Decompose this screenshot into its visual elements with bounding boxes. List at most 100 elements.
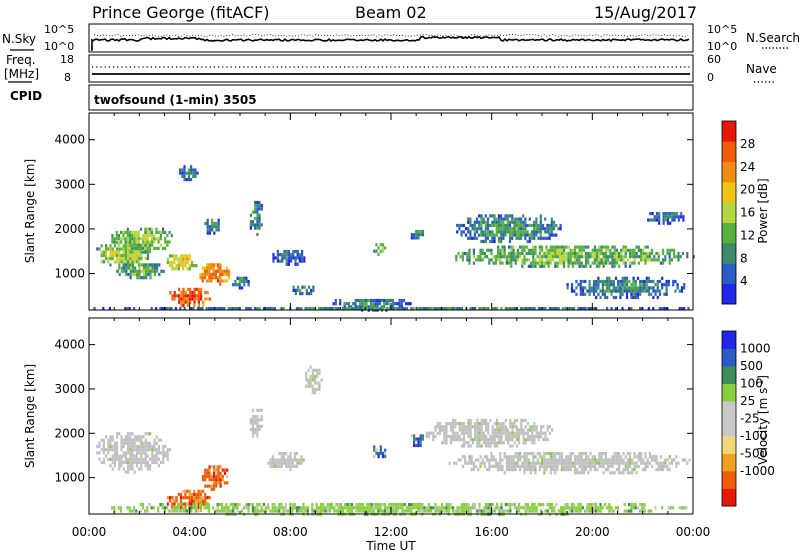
range-gate-cell — [385, 302, 388, 306]
range-gate-cell — [557, 509, 560, 513]
range-gate-cell — [651, 251, 654, 256]
range-gate-cell — [432, 431, 435, 435]
range-gate-cell — [487, 425, 490, 429]
range-gate-cell — [280, 503, 283, 507]
range-gate-cell — [194, 168, 197, 172]
range-gate-cell — [464, 227, 468, 231]
range-gate-cell — [658, 279, 662, 284]
range-gate-cell — [285, 464, 288, 468]
range-gate-cell — [640, 255, 643, 259]
range-gate-cell — [100, 438, 103, 442]
range-gate-cell — [189, 287, 192, 291]
range-gate-cell — [548, 223, 551, 228]
range-gate-cell — [476, 425, 479, 429]
range-gate-cell — [228, 276, 231, 280]
range-gate-cell — [592, 503, 595, 507]
range-gate-cell — [301, 259, 304, 263]
range-gate-cell — [624, 245, 627, 249]
range-gate-cell — [348, 506, 351, 510]
range-gate-cell — [204, 492, 207, 497]
range-gate-cell — [632, 276, 635, 280]
range-gate-cell — [626, 458, 629, 462]
range-gate-cell — [291, 509, 294, 513]
range-gate-cell — [592, 286, 596, 290]
range-gate-cell — [156, 263, 159, 267]
range-gate-cell — [405, 307, 408, 311]
range-gate-cell — [139, 509, 142, 513]
range-gate-cell — [657, 464, 660, 468]
range-gate-cell — [469, 223, 472, 228]
range-gate-cell — [135, 438, 138, 442]
range-gate-cell — [609, 261, 612, 265]
range-gate-cell — [485, 438, 488, 442]
range-gate-cell — [166, 243, 169, 247]
range-gate-cell — [629, 461, 632, 465]
range-gate-cell — [515, 428, 518, 432]
range-gate-cell — [111, 448, 114, 452]
range-gate-cell — [680, 215, 683, 219]
range-gate-cell — [613, 264, 616, 268]
range-gate-cell — [626, 452, 629, 456]
range-gate-cell — [634, 289, 637, 293]
range-gate-cell — [567, 255, 570, 259]
range-gate-cell — [186, 297, 189, 301]
range-gate-cell — [523, 464, 526, 468]
range-gate-cell — [357, 307, 360, 311]
range-gate-cell — [217, 266, 220, 270]
range-gate-cell — [541, 455, 544, 459]
range-gate-cell — [468, 251, 471, 256]
range-gate-cell — [254, 207, 257, 211]
range-gate-cell — [204, 468, 207, 472]
range-gate-cell — [651, 455, 654, 459]
range-gate-cell — [599, 289, 602, 293]
range-gate-cell — [639, 503, 642, 507]
range-gate-cell — [247, 307, 250, 311]
range-gate-cell — [445, 503, 448, 507]
range-gate-cell — [186, 489, 189, 493]
range-gate-cell — [300, 455, 303, 459]
range-gate-cell — [643, 503, 646, 507]
range-gate-cell — [460, 438, 463, 442]
range-gate-cell — [647, 286, 651, 290]
range-gate-cell — [120, 444, 123, 449]
range-gate-cell — [560, 464, 563, 468]
range-gate-cell — [560, 245, 563, 249]
range-gate-cell — [606, 283, 609, 287]
range-gate-cell — [190, 260, 194, 264]
range-gate-cell — [579, 292, 582, 296]
range-gate-cell — [392, 509, 395, 513]
range-gate-cell — [124, 441, 127, 445]
range-gate-cell — [447, 434, 450, 438]
power-colorbar-segment — [722, 182, 736, 203]
range-gate-cell — [567, 468, 570, 472]
range-gate-cell — [133, 448, 136, 452]
range-gate-cell — [508, 458, 511, 462]
range-gate-cell — [534, 455, 537, 459]
range-gate-cell — [524, 438, 527, 442]
range-gate-cell — [584, 292, 587, 296]
range-gate-cell — [455, 255, 458, 259]
range-gate-cell — [563, 461, 566, 465]
range-gate-cell — [560, 258, 563, 262]
range-gate-cell — [566, 286, 569, 290]
range-gate-cell — [249, 421, 252, 425]
range-gate-cell — [535, 223, 538, 228]
range-gate-cell — [122, 230, 125, 234]
range-gate-cell — [278, 506, 281, 510]
range-gate-cell — [485, 425, 488, 429]
range-gate-cell — [524, 431, 527, 435]
range-gate-cell — [127, 448, 130, 452]
range-gate-cell — [460, 422, 463, 426]
range-gate-cell — [574, 455, 577, 459]
range-gate-cell — [489, 434, 492, 438]
range-gate-cell — [622, 255, 625, 259]
range-gate-cell — [525, 452, 528, 456]
range-gate-cell — [515, 230, 518, 234]
range-gate-cell — [513, 506, 516, 510]
range-gate-cell — [522, 418, 525, 422]
range-gate-cell — [486, 217, 490, 221]
range-gate-cell — [251, 503, 254, 507]
range-gate-cell — [438, 307, 441, 311]
range-gate-cell — [145, 269, 148, 273]
range-gate-cell — [647, 276, 651, 280]
